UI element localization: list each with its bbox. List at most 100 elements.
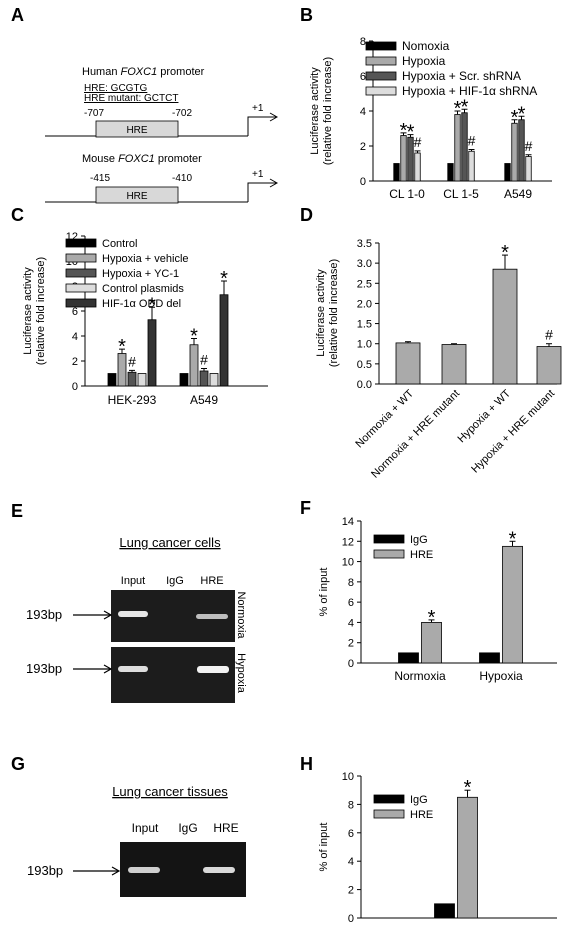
panel-a: A Human FOXC1 promoter HRE: GCGTG HRE mu… <box>11 5 279 204</box>
mouse-promoter-title: Mouse FOXC1 promoter <box>82 153 202 165</box>
chart-C-legend-label: Hypoxia + vehicle <box>102 253 189 265</box>
hre-sequence: HRE: GCGTG <box>84 83 148 94</box>
chart-H-legend-label: IgG <box>410 794 428 806</box>
chart-B-significance-mark: * <box>511 107 519 129</box>
chart-B-category-label: A549 <box>504 187 532 201</box>
chart-D-ytick-label: 0.5 <box>357 359 372 371</box>
gel-e-hypoxia-input-band <box>118 666 148 672</box>
chart-B-category-label: CL 1-0 <box>389 187 425 201</box>
chart-c: 024681012Luciferase activity(relative fo… <box>22 231 268 407</box>
chart-H-legend-label: HRE <box>410 809 433 821</box>
chart-d: 0.0 0.5 1.0 1.5 2.0 2.5 3.0 3.5 Luciferase activ… <box>315 238 562 481</box>
chart-C-legend-label: Control plasmids <box>102 283 184 295</box>
mouse-tss-label: +1 <box>252 169 264 180</box>
gel-g-input-band <box>128 867 160 873</box>
chart-D-significance-mark: # <box>545 327 553 343</box>
chart-F-category-label: Normoxia <box>394 669 446 683</box>
chart-D-bar <box>492 268 518 385</box>
panel-d-label: D <box>300 205 313 225</box>
chart-B-legend-swatch <box>365 41 397 51</box>
gel-e-normoxia-input-band <box>118 611 148 617</box>
chart-D-ytick-label: 3.0 <box>357 258 372 270</box>
gel-e-hypoxia-hre-band <box>197 666 229 673</box>
chart-B-significance-mark: * <box>454 98 462 120</box>
chart-C-legend-swatch <box>65 283 97 293</box>
panel-a-label: A <box>11 5 24 25</box>
chart-B-ytick-label: 4 <box>360 106 366 118</box>
chart-B-ytick-label: 8 <box>360 36 366 48</box>
chart-D-ytick-label: 1.0 <box>357 339 372 351</box>
human-tss-label: +1 <box>252 103 264 114</box>
panel-h-label: H <box>300 754 313 774</box>
chart-C-significance-mark: # <box>128 353 136 369</box>
chart-C-legend-label: Hypoxia + YC-1 <box>102 268 179 280</box>
gel-e-lane-hre: HRE <box>200 575 223 587</box>
chart-F-bar <box>502 545 523 664</box>
chart-F-ytick-label: 0 <box>348 658 354 670</box>
panel-e-label: E <box>11 501 23 521</box>
chart-H-legend-swatch <box>373 794 405 804</box>
chart-B-ytick-label: 0 <box>360 176 366 188</box>
chart-F-significance-mark: * <box>509 528 517 550</box>
gel-e-hypoxia-label: Hypoxia <box>235 653 247 694</box>
chart-F-ytick-label: 2 <box>348 638 354 650</box>
chart-B-category-label: CL 1-5 <box>443 187 479 201</box>
chart-F-bar <box>398 652 419 664</box>
chart-B-ylabel-line2: (relative fold increase) <box>322 57 334 165</box>
human-hre-box <box>95 120 179 138</box>
chart-B-bar <box>400 135 407 182</box>
gel-e-lane-input: Input <box>121 575 145 587</box>
mouse-tss-arrow <box>247 182 276 202</box>
gel-g-title: Lung cancer tissues <box>112 784 228 799</box>
gel-g-lane-hre: HRE <box>213 821 238 835</box>
chart-F-ytick-label: 4 <box>348 617 354 629</box>
chart-F-ytick-label: 6 <box>348 597 354 609</box>
mouse-right-coordinate: -410 <box>172 173 192 184</box>
chart-D-ylabel: Luciferase activity <box>315 269 327 357</box>
chart-F-category-label: Hypoxia <box>479 669 523 683</box>
chart-D-ylabel-line2: (relative fold increase) <box>328 259 340 367</box>
mouse-tss-arrowhead <box>269 178 279 188</box>
hre-mutant-sequence: HRE mutant: GCTCT <box>84 93 178 104</box>
chart-B-significance-mark: * <box>400 120 408 142</box>
panel-b-label: B <box>300 5 313 25</box>
chart-C-bar <box>209 373 219 387</box>
gel-e-marker-arrowhead-1 <box>103 610 113 620</box>
gel-e-lane-igg: IgG <box>166 575 184 587</box>
chart-C-bar <box>137 373 147 387</box>
panel-f-label: F <box>300 498 311 518</box>
chart-C-ytick-label: 4 <box>72 331 78 343</box>
chart-H-ytick-label: 0 <box>348 913 354 925</box>
human-tss-arrow <box>247 116 276 136</box>
chart-B-bar <box>518 119 525 182</box>
chart-D-bar <box>395 342 421 385</box>
panel-g: G Lung cancer tissues Input IgG HRE 193b… <box>11 754 246 897</box>
chart-H-ytick-label: 8 <box>348 799 354 811</box>
chart-F-ytick-label: 14 <box>342 516 354 528</box>
chart-F-legend-label: HRE <box>410 549 433 561</box>
chart-B-bar <box>407 136 414 182</box>
chart-B-bar <box>511 122 518 182</box>
chart-C-ytick-label: 6 <box>72 306 78 318</box>
gel-e-normoxia-hre-band <box>196 614 228 619</box>
gel-g-marker: 193bp <box>27 863 63 878</box>
chart-C-bar <box>219 294 229 387</box>
chart-B-bar <box>525 156 532 182</box>
gel-g-lane-igg: IgG <box>178 821 197 835</box>
chart-B-bar <box>454 114 461 182</box>
gel-g-marker-arrowhead <box>111 866 121 876</box>
panel-e: E Lung cancer cells Input IgG HRE Normox… <box>11 501 247 703</box>
chart-B-bar <box>414 152 421 182</box>
chart-C-legend-swatch <box>65 268 97 278</box>
gel-e-marker-2: 193bp <box>26 661 62 676</box>
chart-H-bar <box>434 903 455 919</box>
chart-B-legend-swatch <box>365 56 397 66</box>
chart-C-ylabel: Luciferase activity <box>22 267 34 355</box>
chart-C-significance-mark: * <box>148 294 156 316</box>
chart-C-legend-label: Control <box>102 238 137 250</box>
chart-h: 0 2 4 6 8 10 % of input * IgG HRE <box>318 771 557 925</box>
chart-C-bar <box>107 373 117 387</box>
chart-B-bar <box>468 150 475 182</box>
chart-B-ylabel: Luciferase activity <box>309 67 321 155</box>
